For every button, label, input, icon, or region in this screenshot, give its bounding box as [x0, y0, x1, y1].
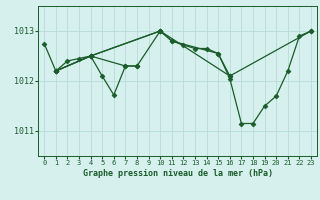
X-axis label: Graphe pression niveau de la mer (hPa): Graphe pression niveau de la mer (hPa): [83, 169, 273, 178]
